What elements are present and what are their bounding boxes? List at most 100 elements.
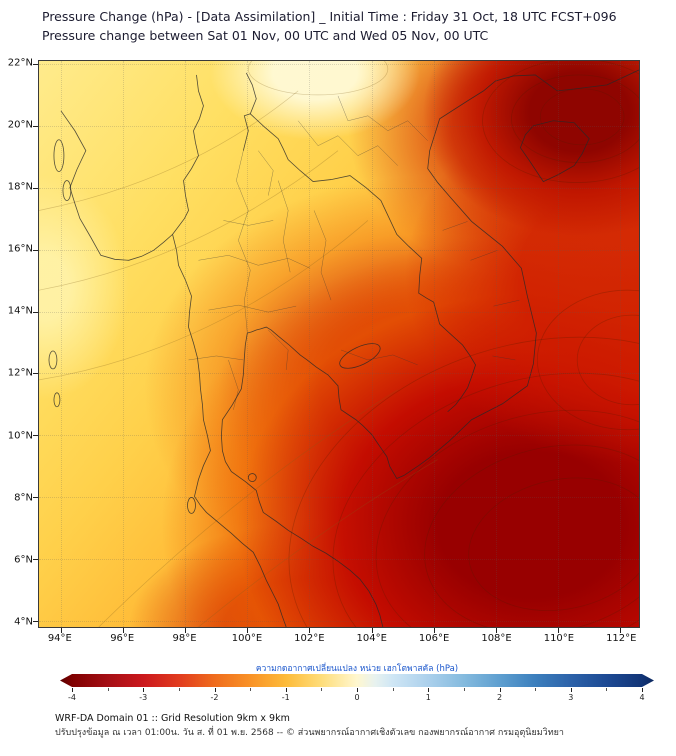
x-tick-mark	[122, 628, 124, 633]
border-myanmar-north	[172, 74, 204, 235]
island-ramree	[53, 139, 65, 173]
gridline-horizontal	[39, 187, 639, 189]
gridline-horizontal	[39, 558, 639, 560]
colorbar-tick-label: -4	[68, 693, 76, 702]
border-cambodia-vietnam	[439, 323, 476, 413]
colorbar-tick-mark	[606, 688, 608, 691]
x-tick-mark	[309, 628, 311, 633]
colorbar-tick-mark	[463, 688, 465, 691]
coast-vietnam-gulf-peninsula	[220, 69, 639, 627]
colorbar-tick-mark	[143, 688, 145, 692]
weak-gradient-contours	[39, 61, 438, 627]
colorbar-tick-label: -2	[210, 693, 219, 702]
x-tick-label: 96°E	[110, 633, 135, 644]
gridline-horizontal	[39, 497, 639, 499]
colorbar-tick-mark	[178, 688, 180, 691]
x-tick-label: 94°E	[47, 633, 72, 644]
gridline-vertical	[60, 61, 62, 627]
title-line-1: Pressure Change (hPa) - [Data Assimilati…	[42, 9, 617, 24]
footer-update-info: ปรับปรุงข้อมูล ณ เวลา 01:00น. วัน ส. ที่…	[55, 727, 564, 738]
colorbar-tick-mark	[570, 688, 572, 692]
x-tick-label: 104°E	[356, 633, 387, 644]
x-tick-label: 112°E	[606, 633, 637, 644]
colorbar-tick-mark	[428, 688, 430, 692]
x-tick-mark	[620, 628, 622, 633]
x-tick-mark	[185, 628, 187, 633]
x-axis: 94°E 96°E 98°E 100°E 102°E 104°E 106°E 108°E 110…	[38, 631, 640, 646]
gridline-vertical	[309, 61, 311, 627]
x-tick-label: 106°E	[418, 633, 450, 644]
colorbar-tick-mark	[392, 688, 394, 691]
y-tick-label: 4°N	[14, 616, 33, 628]
colorbar-tick-mark	[357, 688, 358, 692]
y-axis: 22°N 20°N 18°N 16°N 14°N 12°N 10°N 8°N 6°N 4°N	[0, 57, 36, 628]
colorbar	[60, 674, 654, 687]
gridline-horizontal	[39, 125, 639, 127]
gridline-vertical	[496, 61, 498, 627]
colorbar-tick-mark	[72, 688, 73, 692]
gridline-vertical	[371, 61, 373, 627]
x-tick-mark	[496, 628, 498, 633]
island-cheduba	[62, 180, 72, 201]
colorbar-tick-mark	[642, 688, 643, 692]
colorbar-label: ความกดอากาศเปลี่ยนแปลง หน่วย เฮกโตพาสคัล…	[255, 664, 459, 674]
coast-andaman	[172, 234, 287, 627]
island-andaman-1	[48, 350, 58, 370]
y-tick-label: 20°N	[7, 119, 33, 131]
y-tick-mark	[33, 187, 38, 189]
map-frame	[33, 60, 640, 633]
gridline-vertical	[185, 61, 187, 627]
y-tick-mark	[33, 497, 38, 499]
coast-bengal	[60, 110, 173, 261]
gridline-horizontal	[39, 373, 639, 375]
y-tick-mark	[33, 125, 38, 127]
y-tick-mark	[33, 558, 38, 560]
border-laos-mekong	[250, 113, 441, 325]
y-tick-mark	[33, 620, 38, 622]
y-tick-mark	[33, 64, 38, 66]
x-tick-mark	[433, 628, 435, 633]
colorbar-tick-mark	[535, 688, 537, 691]
x-tick-mark	[371, 628, 373, 633]
y-tick-mark	[33, 311, 38, 313]
gridline-vertical	[620, 61, 622, 627]
y-tick-mark	[33, 249, 38, 251]
map-overlay-svg	[39, 61, 639, 627]
colorbar-tick-mark	[107, 688, 109, 691]
gridline-horizontal	[39, 64, 639, 66]
pressure-contours	[288, 61, 639, 627]
colorbar-tick-mark	[321, 688, 323, 691]
gridline-horizontal	[39, 249, 639, 251]
x-tick-mark	[60, 628, 62, 633]
border-laos-north	[242, 72, 257, 151]
x-tick-label: 102°E	[294, 633, 325, 644]
x-tick-label: 98°E	[172, 633, 197, 644]
colorbar-tick-label: -3	[139, 693, 148, 702]
gridline-horizontal	[39, 311, 639, 313]
island-hainan	[519, 120, 590, 183]
coastline-borders	[48, 69, 639, 627]
gridline-vertical	[122, 61, 124, 627]
island-samui	[247, 473, 257, 482]
y-tick-label: 8°N	[14, 492, 33, 504]
y-tick-mark	[33, 435, 38, 437]
y-tick-label: 18°N	[7, 181, 33, 193]
gridline-vertical	[433, 61, 435, 627]
lake-tonle-sap	[339, 343, 381, 369]
colorbar-tick-label: 2	[496, 693, 503, 702]
colorbar-ticks: -4 -3 -2 -1 0 1 2 3 4	[60, 687, 654, 705]
y-tick-mark	[33, 373, 38, 375]
colorbar-tick-label: -1	[281, 693, 290, 702]
island-andaman-2	[53, 392, 61, 408]
colorbar-tick-mark	[285, 688, 287, 692]
y-tick-label: 22°N	[7, 57, 33, 69]
colorbar-tick-mark	[250, 688, 252, 691]
province-boundaries	[188, 95, 520, 410]
y-tick-label: 10°N	[7, 430, 33, 442]
colorbar-tick-label: 4	[639, 693, 645, 702]
y-tick-label: 6°N	[14, 554, 33, 566]
chart-titles: Pressure Change (hPa) - [Data Assimilati…	[42, 8, 617, 46]
x-tick-mark	[247, 628, 249, 633]
colorbar-tick-mark	[214, 688, 216, 692]
island-phuket	[187, 497, 196, 514]
